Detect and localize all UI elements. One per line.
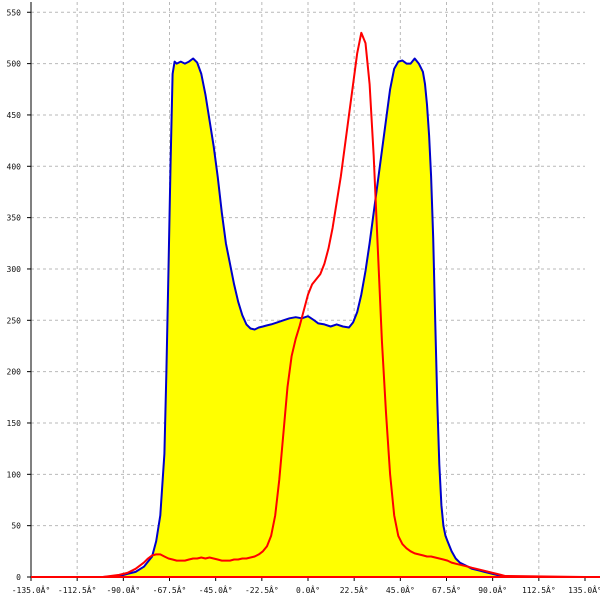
y-tick-label: 300: [7, 265, 22, 274]
y-tick-label: 100: [7, 470, 22, 479]
series-0-line: [31, 57, 585, 578]
x-tick-label: -135.0Â°: [12, 584, 51, 595]
x-tick-label: 112.5Â°: [522, 584, 556, 595]
y-tick-label: 400: [7, 162, 22, 171]
x-tick-label: -90.0Â°: [106, 584, 140, 595]
series-1-line: [31, 31, 586, 578]
x-tick-label: -45.0Â°: [199, 584, 233, 595]
y-tick-label: 200: [7, 368, 22, 377]
x-tick-label: -22.5Â°: [245, 584, 279, 595]
y-tick-label: 0: [16, 573, 21, 582]
x-tick-label: 0.0Â°: [296, 584, 320, 595]
y-tick-label: 550: [7, 8, 22, 17]
y-tick-label: 50: [11, 522, 21, 531]
x-tick-label: 67.5Â°: [432, 584, 461, 595]
x-tick-label: -112.5Â°: [58, 584, 97, 595]
y-tick-label: 500: [7, 60, 22, 69]
series-lines: [31, 31, 586, 578]
axes: -135.0Â° -112.5Â° -90.0Â° -67.5Â° -45.0Â° -22…: [7, 2, 600, 595]
plot-area: [31, 58, 585, 577]
y-tick-label: 350: [7, 214, 22, 223]
y-tick-label: 250: [7, 316, 22, 325]
y-tick-label: 450: [7, 111, 22, 120]
x-tick-label: 22.5Â°: [340, 584, 369, 595]
x-tick-label: 135.0Â°: [568, 584, 600, 595]
x-tick-label: 90.0Â°: [478, 584, 507, 595]
series-0-area: [31, 58, 585, 577]
x-tick-label: 45.0Â°: [386, 584, 415, 595]
x-tick-label: -67.5Â°: [153, 584, 187, 595]
y-tick-label: 150: [7, 419, 22, 428]
